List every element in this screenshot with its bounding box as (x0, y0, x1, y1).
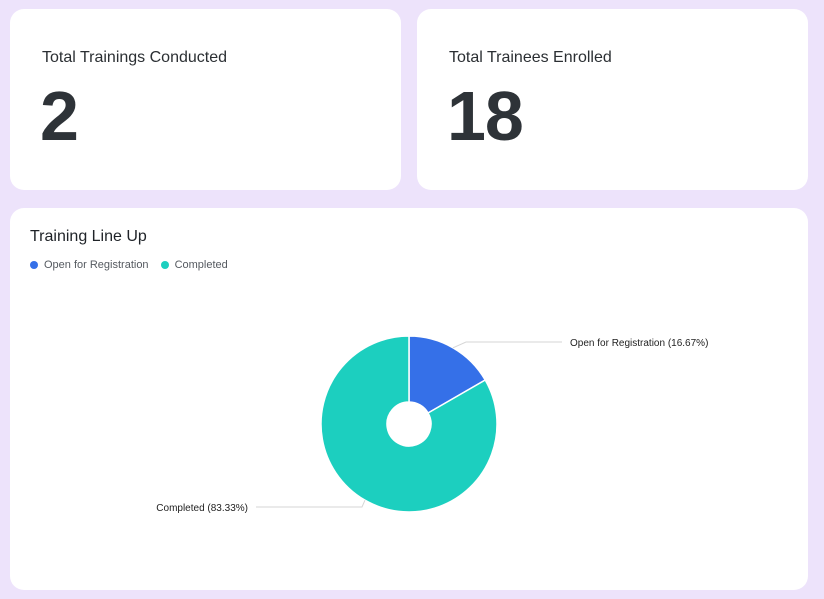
legend-item-completed[interactable]: Completed (160, 259, 228, 271)
pie-slice-open-for-registration[interactable] (408, 335, 487, 415)
stat-label-trainings: Total Trainings Conducted (42, 49, 227, 66)
leader-line-open-for-registration (452, 341, 562, 349)
stat-value-trainees: 18 (447, 77, 524, 155)
legend-label-completed: Completed (174, 259, 228, 271)
chart-title: Training Line Up (30, 228, 147, 245)
data-label-completed: Completed (83.33%) (156, 503, 248, 514)
stat-value-trainings: 2 (40, 77, 79, 155)
data-label-open-for-registration: Open for Registration (16.67%) (570, 338, 708, 349)
legend-marker-completed (160, 261, 169, 269)
pie-chart: Open for Registration (16.67%) Completed … (156, 335, 708, 514)
stat-card-total-trainees: Total Trainees Enrolled 18 (417, 9, 808, 190)
legend-marker-open-for-registration (30, 261, 38, 269)
training-line-up-card: Training Line Up Open for Registration C… (10, 208, 808, 590)
legend-label-open-for-registration: Open for Registration (44, 259, 149, 271)
leader-line-completed (256, 500, 366, 508)
pie-slice-completed[interactable] (320, 335, 498, 513)
legend-item-open-for-registration[interactable]: Open for Registration (30, 259, 149, 271)
stat-label-trainees: Total Trainees Enrolled (449, 49, 612, 66)
stat-card-total-trainings: Total Trainings Conducted 2 (10, 9, 401, 190)
chart-legend: Open for Registration Completed (30, 259, 240, 271)
